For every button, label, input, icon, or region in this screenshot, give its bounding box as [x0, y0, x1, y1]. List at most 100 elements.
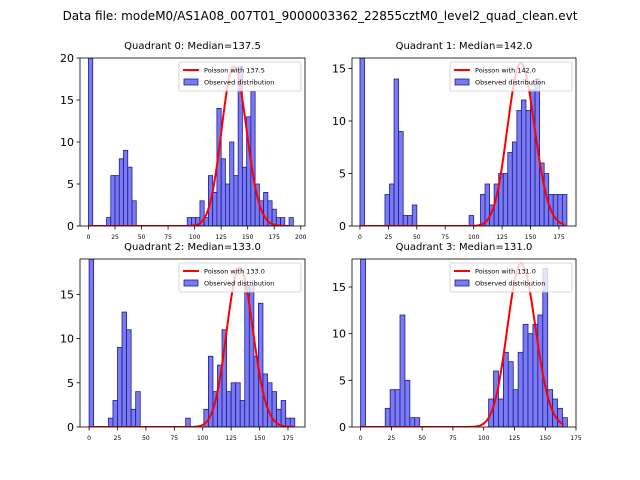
legend-frame	[449, 262, 573, 293]
histogram-bar	[468, 215, 475, 226]
x-tick-label: 0	[358, 234, 362, 241]
histogram-bar	[498, 398, 504, 427]
histogram-bar	[108, 417, 114, 427]
x-tick-label: 175	[570, 435, 582, 442]
histogram-bar	[235, 382, 241, 427]
legend-bar-swatch	[454, 279, 470, 287]
x-tick-label: 125	[496, 234, 508, 241]
histogram-bar	[126, 329, 132, 427]
histogram-bar	[393, 78, 400, 226]
x-tick-label: 25	[114, 435, 122, 442]
histogram-bar	[123, 149, 129, 226]
y-tick-label: 15	[332, 63, 346, 76]
histogram-bar	[221, 329, 227, 427]
histogram-bar	[280, 400, 287, 427]
x-tick-label: 100	[189, 234, 201, 241]
legend: Poisson with 137.5 Observed distribution	[178, 61, 302, 92]
histogram-bar	[507, 361, 514, 427]
histogram-bar	[384, 407, 391, 427]
histogram-bar	[130, 408, 137, 427]
x-tick-label: 75	[170, 435, 178, 442]
axes-frame	[79, 258, 306, 428]
histogram-bar	[212, 191, 218, 226]
histogram-bar	[480, 194, 486, 226]
y-tick-label: 15	[60, 94, 74, 107]
y-tick-label: 0	[67, 421, 74, 434]
figure-suptitle: Data file: modeM0/AS1A08_007T01_90000033…	[63, 9, 578, 23]
x-tick-label: 125	[215, 234, 227, 241]
histogram-bar	[389, 389, 396, 427]
histogram-bar	[517, 351, 524, 427]
histogram-bar	[186, 217, 192, 226]
legend: Poisson with 131.0 Observed distribution	[449, 262, 573, 293]
y-tick-label: 0	[339, 220, 346, 233]
subplot-3: Quadrant 3: Median=131.00 25 50 75 100 125 150…	[332, 242, 582, 442]
histogram-bar	[106, 217, 112, 226]
y-tick-label: 0	[339, 421, 346, 434]
legend-frame	[449, 61, 573, 92]
histogram-bar	[135, 391, 141, 427]
x-tick-label: 150	[254, 435, 266, 442]
histogram-bar	[359, 58, 365, 226]
histogram-bar	[516, 110, 522, 226]
histogram-bar	[521, 99, 527, 226]
x-tick-label: 0	[87, 234, 91, 241]
histogram-bar	[502, 351, 509, 427]
x-tick-label: 125	[509, 435, 521, 442]
y-tick-label: 20	[60, 52, 74, 65]
subplot-grid: Quadrant 0: Median=137.50 25 50 75 100 125 150…	[60, 41, 582, 442]
histogram-bar	[239, 400, 246, 427]
x-tick-label: 0	[359, 435, 363, 442]
histogram-bar	[527, 333, 534, 427]
x-tick-label: 175	[268, 234, 280, 241]
legend-bar-swatch	[183, 279, 199, 287]
histogram-bar	[389, 183, 395, 226]
histogram-bar	[220, 158, 226, 226]
subplot-title: Quadrant 1: Median=142.0	[396, 41, 533, 52]
histogram-bar	[280, 217, 286, 226]
x-tick-label: 75	[449, 435, 457, 442]
y-tick-label: 0	[67, 220, 74, 233]
subplot-0: Quadrant 0: Median=137.50 25 50 75 100 125 150…	[60, 41, 307, 241]
legend-bar-swatch	[183, 78, 199, 86]
legend-bar-swatch	[454, 78, 470, 86]
legend-frame	[178, 61, 302, 92]
x-tick-label: 25	[111, 234, 119, 241]
y-tick-label: 15	[332, 281, 346, 294]
legend-entry-poisson: Poisson with 131.0	[475, 268, 536, 276]
histogram-bar	[258, 302, 264, 427]
histogram-bar	[110, 175, 116, 226]
y-tick-label: 15	[60, 288, 74, 301]
legend: Poisson with 142.0 Observed distribution	[449, 61, 573, 92]
legend: Poisson with 133.0 Observed distribution	[178, 262, 302, 293]
histogram-bar	[229, 141, 235, 226]
histogram-bar	[409, 417, 416, 427]
histogram-bar	[225, 183, 231, 226]
histogram-bar	[561, 194, 568, 226]
subplot-title: Quadrant 0: Median=137.5	[124, 41, 261, 52]
y-tick-label: 5	[67, 178, 74, 191]
x-tick-label: 175	[553, 234, 565, 241]
histogram-bar	[199, 200, 205, 226]
x-tick-label: 100	[478, 435, 490, 442]
y-tick-label: 5	[339, 168, 346, 181]
histogram-bar	[267, 382, 273, 427]
legend-entry-observed: Observed distribution	[204, 280, 274, 288]
x-tick-label: 150	[540, 435, 552, 442]
legend-entry-observed: Observed distribution	[475, 280, 545, 288]
x-tick-label: 0	[87, 435, 91, 442]
subplot-title: Quadrant 2: Median=133.0	[124, 242, 261, 253]
histogram-bar	[522, 323, 529, 427]
histogram-bar	[88, 259, 95, 427]
histogram-bar	[289, 417, 296, 427]
legend-entry-poisson: Poisson with 142.0	[475, 67, 536, 75]
subplot-2: Quadrant 2: Median=133.00 25 50 75 100 125 150…	[60, 242, 306, 442]
histogram-bar	[88, 58, 94, 226]
histogram-bar	[404, 379, 411, 427]
histogram-bar	[414, 417, 421, 427]
histogram-bar	[502, 173, 509, 226]
histogram-bar	[399, 314, 406, 427]
x-tick-label: 175	[282, 435, 294, 442]
legend-frame	[178, 262, 302, 293]
